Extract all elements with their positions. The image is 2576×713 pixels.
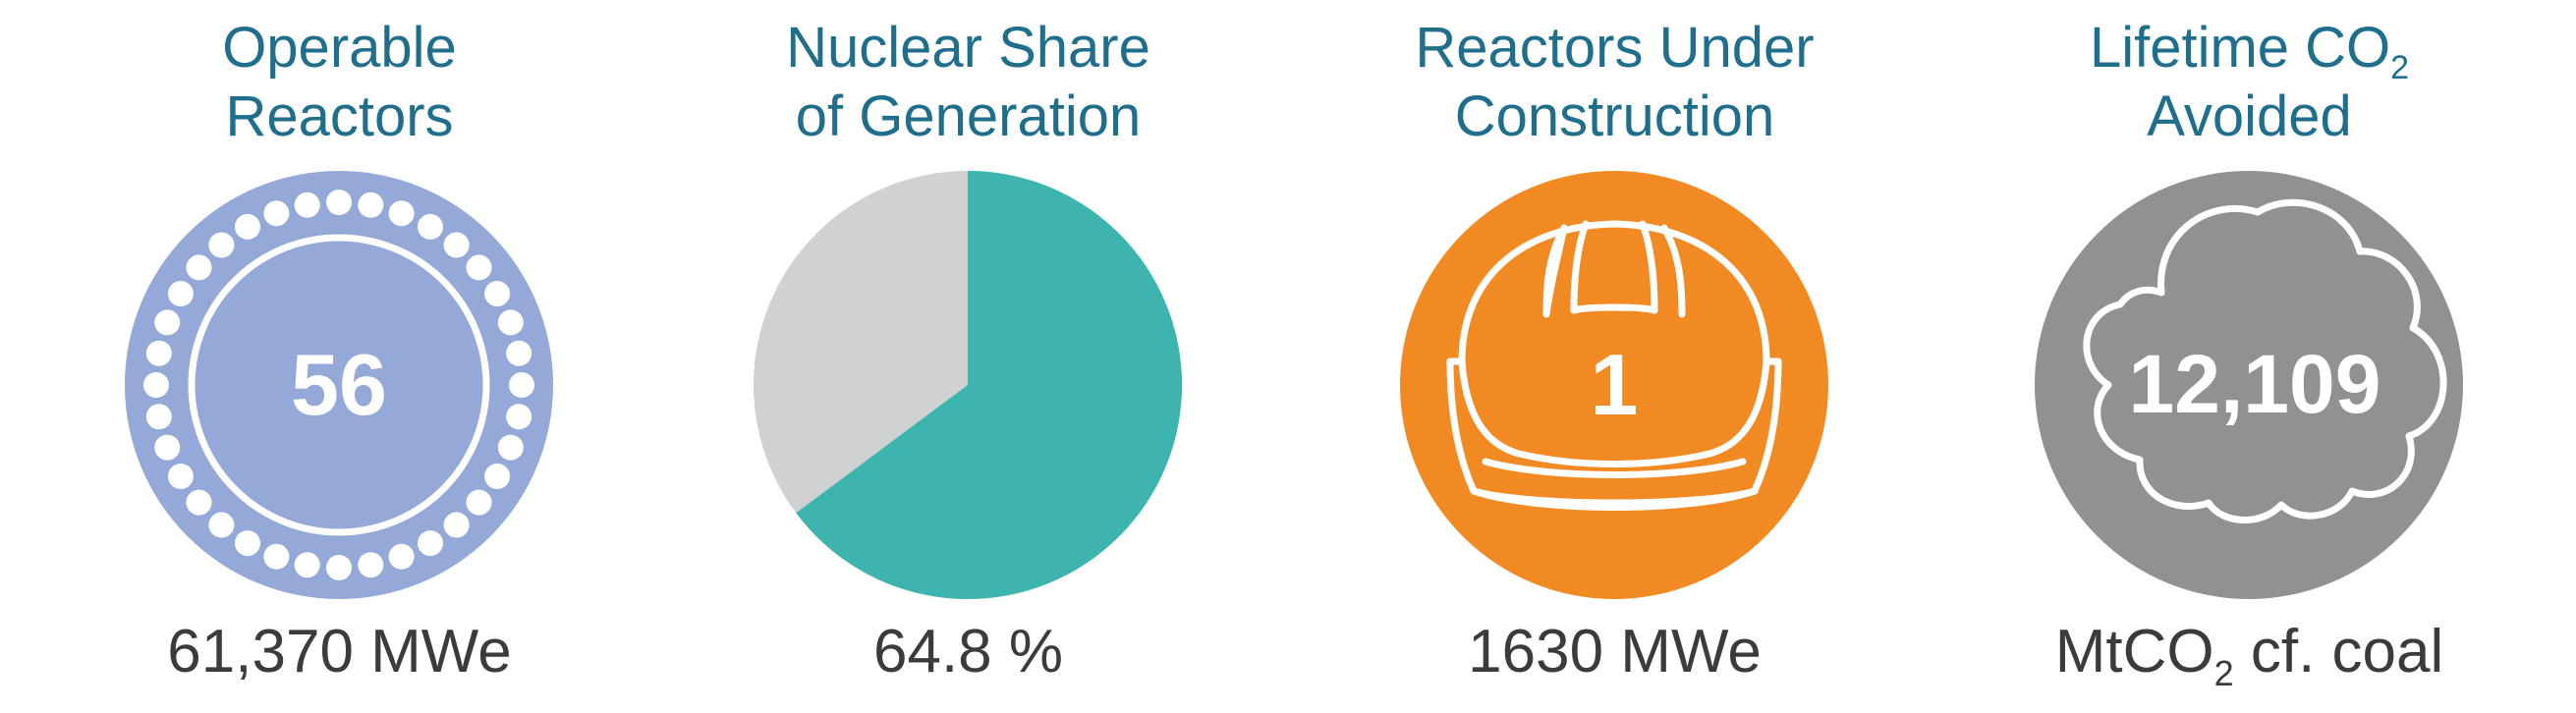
hard-hat-icon: 1 — [1293, 167, 1936, 609]
operable-reactors-title: Operable Reactors — [222, 16, 457, 148]
reactor-dot — [388, 543, 415, 570]
co2-avoided-unit: MtCO2 cf. coal — [2054, 618, 2444, 693]
reactor-dot — [154, 309, 181, 336]
reactor-dot — [143, 372, 169, 398]
reactor-dot — [186, 489, 212, 516]
reactor-dot — [418, 530, 443, 557]
co2-avoided-panel: Lifetime CO2 Avoided 12,109 MtCO2 cf. co… — [1928, 0, 2571, 713]
cloud-icon: 12,109 — [1928, 167, 2571, 609]
operable-reactors-panel: Operable Reactors 56 61,370 MWe — [18, 0, 661, 713]
operable-reactors-count: 56 — [291, 336, 387, 433]
reactor-dot — [358, 552, 384, 578]
reactor-dot — [186, 254, 212, 281]
reactor-dot — [358, 192, 384, 218]
reactors-under-construction-title: Reactors Under Construction — [1415, 16, 1815, 148]
reactor-dot — [235, 213, 260, 240]
reactor-dot — [506, 340, 532, 366]
reactor-dot — [263, 543, 290, 570]
reactor-dot — [326, 555, 352, 580]
reactor-dot — [235, 530, 260, 557]
operable-reactors-capacity: 61,370 MWe — [167, 618, 512, 686]
reactors-under-construction-panel: Reactors Under Construction 1 1630 MWe — [1293, 0, 1936, 713]
reactor-dot — [506, 404, 532, 430]
reactor-dot — [466, 254, 492, 281]
co2-avoided-title: Lifetime CO2 Avoided — [2089, 16, 2410, 148]
reactor-ring-icon: 56 — [18, 167, 661, 609]
reactor-dot — [509, 372, 534, 398]
reactor-dot — [294, 192, 320, 218]
reactor-dot — [154, 434, 181, 461]
reactor-dot — [497, 434, 524, 461]
nuclear-share-panel: Nuclear Share of Generation 64.8 % — [646, 0, 1290, 713]
reactor-dot — [294, 552, 320, 578]
reactor-dot — [263, 200, 290, 227]
reactor-dot — [145, 404, 172, 430]
reactor-dot — [208, 232, 235, 258]
reactor-dot — [443, 512, 470, 538]
reactor-dot — [388, 200, 415, 227]
reactor-dot — [497, 309, 524, 336]
reactor-dot — [484, 464, 511, 489]
pie-chart-icon — [646, 167, 1290, 609]
nuclear-share-value: 64.8 % — [872, 618, 1064, 686]
reactor-dot — [466, 489, 492, 516]
reactor-dot — [208, 512, 235, 538]
reactor-dot — [167, 464, 194, 489]
reactor-dot — [484, 281, 511, 306]
reactors-under-construction-count: 1 — [1591, 336, 1639, 433]
reactor-dot — [443, 232, 470, 258]
co2-avoided-value: 12,109 — [2129, 338, 2381, 430]
reactors-under-construction-capacity: 1630 MWe — [1468, 618, 1762, 686]
reactor-dot — [418, 213, 443, 240]
reactor-dot — [326, 190, 352, 215]
reactor-dot — [145, 340, 172, 366]
pie-nuclear-share-slice — [796, 170, 1183, 599]
nuclear-share-title: Nuclear Share of Generation — [786, 16, 1150, 148]
reactor-dot — [167, 281, 194, 306]
